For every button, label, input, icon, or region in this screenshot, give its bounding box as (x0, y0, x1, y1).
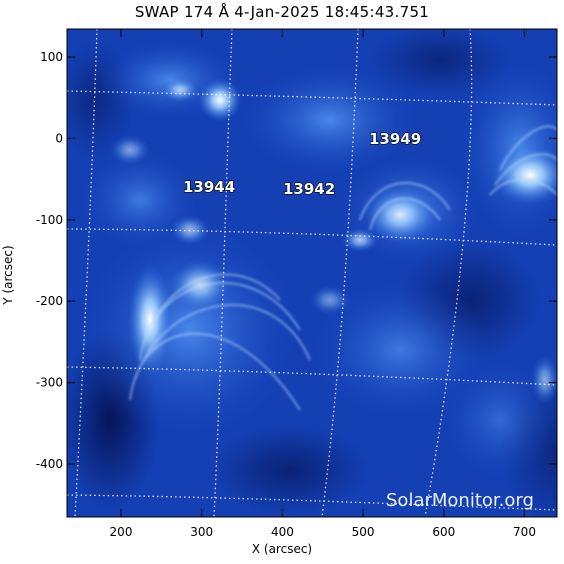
y-tick-label: -100 (36, 213, 63, 227)
x-tick-label: 700 (513, 525, 536, 539)
x-tick-label: 200 (110, 525, 133, 539)
x-tick-label: 300 (190, 525, 213, 539)
image-title: SWAP 174 Å 4-Jan-2025 18:45:43.751 (134, 3, 430, 21)
euv-image (67, 29, 557, 517)
axis-ticks (67, 29, 557, 517)
x-tick-label: 400 (271, 525, 294, 539)
region-label-13944: 13944 (183, 178, 235, 196)
region-label-13949: 13949 (369, 130, 421, 148)
plot-border (66, 28, 558, 518)
x-tick-label: 600 (432, 525, 455, 539)
x-tick-label: 500 (352, 525, 375, 539)
y-tick-labels: 100 0 -100 -200 -300 -400 (36, 50, 63, 471)
y-tick-label: 100 (40, 50, 63, 64)
y-tick-label: -200 (36, 294, 63, 308)
heliographic-grid (67, 29, 557, 517)
y-tick-label: -400 (36, 457, 63, 471)
watermark-text: SolarMonitor.org (386, 490, 534, 511)
region-label-13942: 13942 (283, 180, 335, 198)
y-tick-label: -300 (36, 376, 63, 390)
x-axis-label: X (arcsec) (251, 542, 313, 556)
y-tick-label: 0 (55, 131, 63, 145)
x-tick-labels: 200 300 400 500 600 700 (110, 525, 536, 539)
